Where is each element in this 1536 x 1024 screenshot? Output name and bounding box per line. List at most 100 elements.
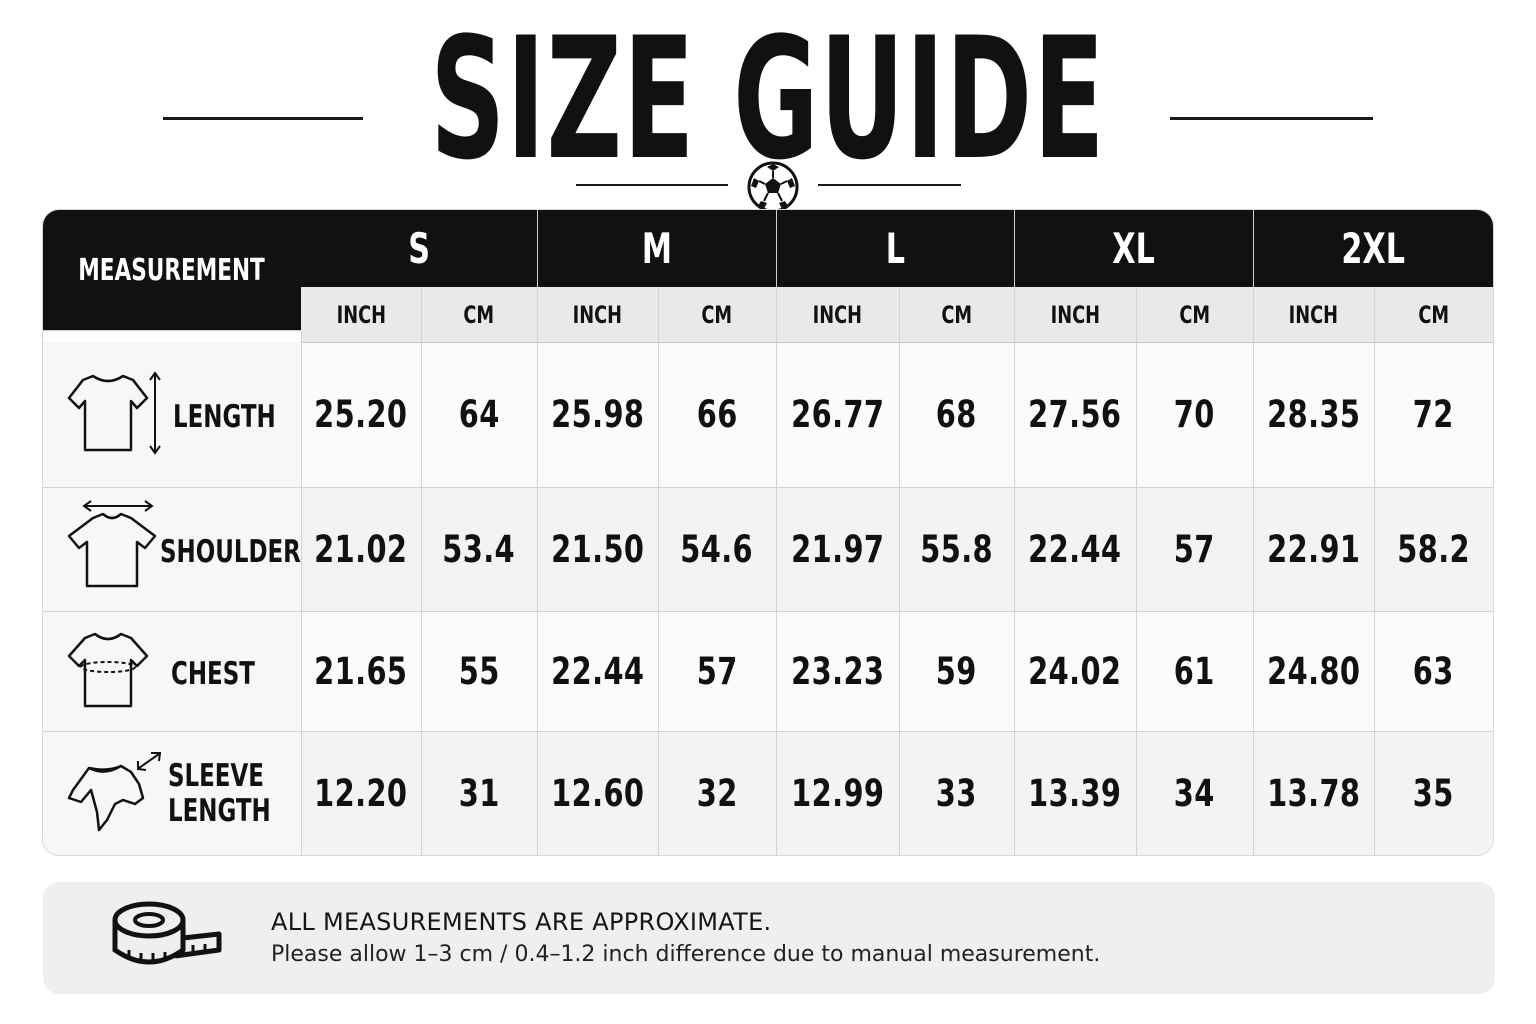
cell-value: 58.2 [1397,527,1470,571]
grid-vline [658,287,659,855]
tshirt-length-icon [67,371,161,455]
unit-label: CM [1418,300,1449,329]
cell-sleeve-length-s-inch: 12.20 [301,731,421,855]
measurement-header-label: MEASUREMENT [78,252,266,288]
cell-length-l-inch: 26.77 [776,342,899,487]
cell-length-xl-cm: 70 [1136,342,1253,487]
unit-header-m-cm: CM [658,287,776,342]
note-title: ALL MEASUREMENTS ARE APPROXIMATE. [271,908,772,936]
cell-length-m-inch: 25.98 [537,342,658,487]
grid-vline [1014,287,1015,855]
cell-shoulder-l-inch: 21.97 [776,487,899,611]
size-header-m: M [537,210,776,287]
cell-value: 70 [1174,393,1215,436]
cell-shoulder-m-cm: 54.6 [658,487,776,611]
tshirt-shoulder-icon [67,500,157,588]
grid-vline [776,287,777,855]
cell-chest-2xl-inch: 24.80 [1253,611,1374,731]
cell-value: 63 [1413,649,1454,693]
cell-length-s-inch: 25.20 [301,342,421,487]
size-divider [776,210,777,287]
soccer-ball-icon [747,161,799,213]
cell-shoulder-l-cm: 55.8 [899,487,1014,611]
unit-header-s-cm: CM [421,287,537,342]
cell-length-xl-inch: 27.56 [1014,342,1136,487]
cell-value: 32 [696,771,738,815]
cell-length-2xl-cm: 72 [1374,342,1493,487]
title-block: SIZE GUIDE [0,0,1536,220]
unit-label: CM [463,300,495,329]
grid-vline [1136,287,1137,855]
cell-value: 72 [1413,393,1454,436]
unit-header-xl-inch: INCH [1014,287,1136,342]
cell-chest-m-cm: 57 [658,611,776,731]
cell-value: 27.56 [1028,393,1122,436]
unit-header-s-inch: INCH [301,287,421,342]
unit-header-m-inch: INCH [537,287,658,342]
cell-shoulder-2xl-cm: 58.2 [1374,487,1493,611]
row-label-cell-sleeve-length [43,731,301,855]
cell-sleeve-length-m-inch: 12.60 [537,731,658,855]
cell-value: 23.23 [790,649,885,693]
cell-value: 31 [458,771,500,815]
cell-value: 12.60 [550,771,645,815]
size-header-xl: XL [1014,210,1253,287]
cell-value: 57 [1174,527,1215,571]
cell-value: 21.97 [790,527,885,571]
size-label: 2XL [1341,224,1405,273]
size-divider [1014,210,1015,287]
cell-value: 21.65 [314,649,408,693]
title-rule-left [163,117,363,120]
grid-vline [537,287,538,855]
row-label-chest: CHEST [171,656,255,692]
cell-length-m-cm: 66 [658,342,776,487]
cell-value: 57 [696,649,738,693]
cell-shoulder-xl-inch: 22.44 [1014,487,1136,611]
unit-label: INCH [1050,300,1100,329]
cell-shoulder-2xl-inch: 22.91 [1253,487,1374,611]
title-rule-right [1170,117,1373,120]
unit-header-2xl-cm: CM [1374,287,1493,342]
tshirt-sleeve-icon [67,752,162,832]
grid-vline [899,287,900,855]
row-label-sleeve-length-line2: LENGTH [168,793,271,829]
size-divider [537,210,538,287]
cell-value: 55 [458,649,500,693]
grid-vline [301,330,302,855]
size-label: M [641,224,672,273]
ball-rule-right [818,184,961,186]
cell-chest-s-cm: 55 [421,611,537,731]
grid-vline [421,287,422,855]
cell-chest-s-inch: 21.65 [301,611,421,731]
tshirt-chest-icon [67,632,149,708]
unit-label: CM [1179,300,1210,329]
cell-length-l-cm: 68 [899,342,1014,487]
cell-value: 68 [936,393,977,436]
size-label: S [408,224,430,273]
cell-value: 55.8 [920,527,993,571]
unit-label: CM [701,300,733,329]
cell-chest-xl-inch: 24.02 [1014,611,1136,731]
measurement-header-cell: MEASUREMENT [43,210,301,330]
cell-value: 25.20 [314,393,408,436]
note-body: Please allow 1–3 cm / 0.4–1.2 inch diffe… [271,942,1101,967]
cell-value: 34 [1174,771,1215,815]
cell-value: 26.77 [790,393,885,436]
cell-value: 21.50 [550,527,645,571]
cell-value: 64 [458,393,500,436]
size-header-s: S [301,210,537,287]
cell-length-2xl-inch: 28.35 [1253,342,1374,487]
unit-label: INCH [572,300,623,329]
cell-value: 53.4 [442,527,516,571]
grid-hline [43,731,1493,732]
cell-value: 33 [936,771,977,815]
cell-value: 24.80 [1266,649,1361,693]
cell-value: 13.78 [1266,771,1361,815]
cell-value: 22.44 [550,649,645,693]
cell-sleeve-length-2xl-inch: 13.78 [1253,731,1374,855]
cell-sleeve-length-xl-inch: 13.39 [1014,731,1136,855]
cell-value: 13.39 [1028,771,1122,815]
cell-value: 24.02 [1028,649,1122,693]
cell-value: 22.44 [1028,527,1122,571]
cell-value: 66 [696,393,738,436]
